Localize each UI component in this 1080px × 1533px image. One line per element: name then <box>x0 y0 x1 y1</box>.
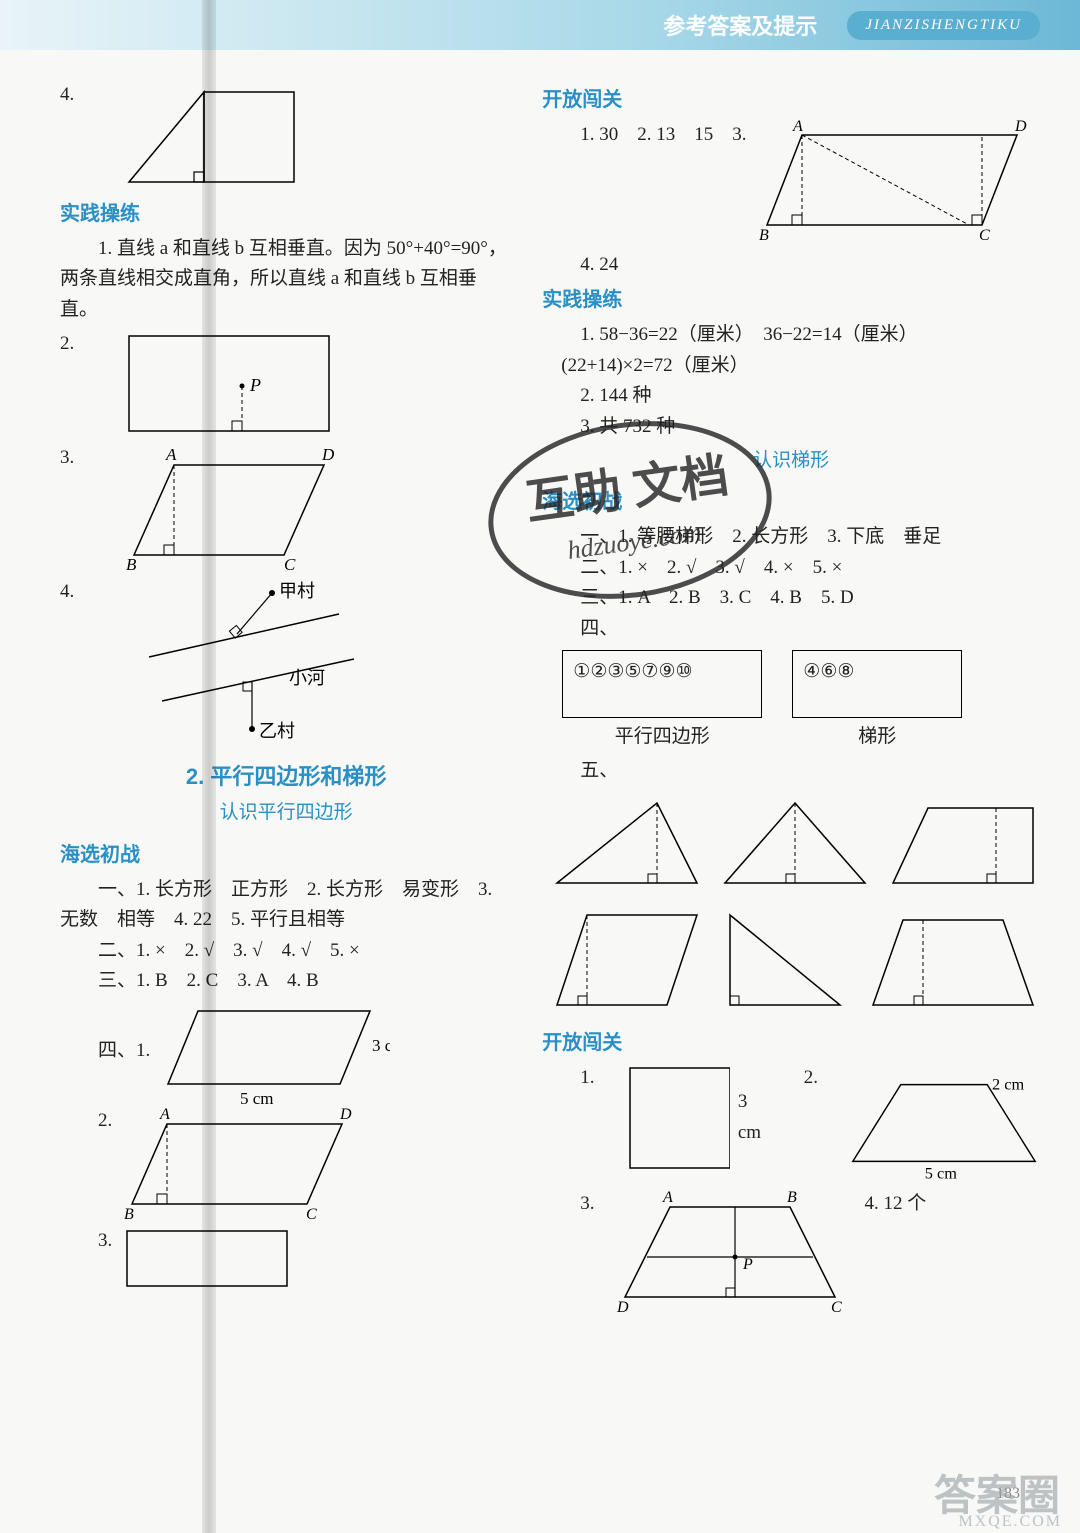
svg-text:B: B <box>124 1206 134 1223</box>
boxB-label: 梯形 <box>858 722 896 752</box>
sp2: 2. 144 种 <box>542 381 1040 411</box>
sp1: 1. 58−36=22（厘米） 36−22=14（厘米） <box>542 320 1040 350</box>
shape-trapezoid2 <box>868 905 1038 1015</box>
shapes-row-2 <box>552 905 1040 1015</box>
h3: 三、1. A 2. B 3. C 4. B 5. D <box>542 583 1040 613</box>
haixuan-label-1: 海选初战 <box>60 839 512 871</box>
kn1: 1. <box>580 1063 594 1093</box>
trapezoid-dim: 2 cm 5 cm <box>848 1063 1040 1183</box>
svg-text:D: D <box>616 1299 629 1316</box>
svg-text:P: P <box>742 1256 753 1273</box>
kn3: 3. <box>580 1189 594 1219</box>
figure-triangle-square <box>124 82 304 192</box>
h2: 二、1. × 2. √ 3. √ 4. × 5. × <box>542 553 1040 583</box>
shape-right-triangle <box>720 905 850 1015</box>
h4: 四、 <box>542 614 1040 644</box>
q3-num: 3. <box>60 443 84 473</box>
page-content: 4. 实践操练 1. 直线 a 和直线 b 互相垂直。因为 50°+40°=90… <box>0 50 1080 1533</box>
boxA-label: 平行四边形 <box>615 722 710 752</box>
svg-text:D: D <box>1014 120 1027 135</box>
sp1b: (22+14)×2=72（厘米） <box>542 351 1040 381</box>
practice-text-1: 1. 直线 a 和直线 b 互相垂直。因为 50°+40°=90°，两条直线相交… <box>60 234 512 325</box>
svg-text:C: C <box>306 1206 317 1223</box>
svg-text:小河: 小河 <box>289 668 325 688</box>
kfcg2-label: 开放闯关 <box>542 1027 1040 1059</box>
h1: 一、1. 等腰梯形 2. 长方形 3. 下底 垂足 <box>542 522 1040 552</box>
header-bar: 参考答案及提示 JIANZISHENGTIKU <box>0 0 1080 50</box>
boxB-content: ④⑥⑧ <box>803 657 854 687</box>
header-title: 参考答案及提示 <box>663 9 817 41</box>
svg-text:D: D <box>321 445 335 464</box>
hx4-label: 四、1. <box>60 1036 150 1066</box>
svg-text:甲村: 甲村 <box>279 581 315 601</box>
svg-text:5 cm: 5 cm <box>925 1163 957 1182</box>
hx-line2: 二、1. × 2. √ 3. √ 4. √ 5. × <box>60 936 512 966</box>
subtitle-1: 认识平行四边形 <box>60 798 512 828</box>
q4b-num: 4. <box>60 577 84 607</box>
figure-parallelogram-AD: A D B C <box>757 120 1027 250</box>
hx-line3: 三、1. B 2. C 3. A 4. B <box>60 966 512 996</box>
haixuan-label-2: 海选初战 <box>542 486 1040 518</box>
kfcg-label: 开放闯关 <box>542 84 1040 116</box>
figure-parallelogram-dim: 3 cm 5 cm <box>160 996 390 1106</box>
hx42-label: 2. <box>60 1106 112 1136</box>
hx-line1: 一、1. 长方形 正方形 2. 长方形 易变形 3. 无数 相等 4. 22 5… <box>60 875 512 936</box>
figure-rect-P: P <box>124 331 344 441</box>
svg-text:C: C <box>979 227 990 244</box>
subtitle-2: 认识梯形 <box>542 446 1040 476</box>
hx43-label: 3. <box>60 1226 112 1256</box>
figure-parallelogram-ABCD: A D B C <box>124 445 344 575</box>
shapes-row-1 <box>552 793 1040 893</box>
svg-text:2 cm: 2 cm <box>992 1074 1024 1093</box>
svg-text:A: A <box>159 1106 170 1123</box>
kf4: 4. 24 <box>542 250 1040 280</box>
shape-parallelogram <box>552 905 702 1015</box>
svg-text:C: C <box>831 1299 842 1316</box>
svg-text:A: A <box>165 445 177 464</box>
svg-text:5 cm: 5 cm <box>240 1089 274 1106</box>
sp3: 3. 共 732 种 <box>542 412 1040 442</box>
trapezoid-ABCD-P: A B C D P <box>615 1189 845 1319</box>
svg-text:C: C <box>284 555 296 574</box>
box-parallelogram: ①②③⑤⑦⑨⑩ <box>562 650 762 718</box>
practice-label-1: 实践操练 <box>60 198 512 230</box>
kn4: 4. 12 个 <box>865 1189 927 1219</box>
svg-text:D: D <box>339 1106 352 1123</box>
chapter-title: 2. 平行四边形和梯形 <box>60 759 512 794</box>
svg-text:B: B <box>759 227 769 244</box>
header-badge: JIANZISHENGTIKU <box>847 11 1040 40</box>
svg-text:A: A <box>792 120 803 135</box>
k3cm: 3 cm <box>738 1087 774 1148</box>
q2-num: 2. <box>60 329 84 359</box>
shape-triangle2 <box>720 793 870 893</box>
kn2: 2. <box>804 1063 818 1093</box>
left-column: 4. 实践操练 1. 直线 a 和直线 b 互相垂直。因为 50°+40°=90… <box>60 80 512 1513</box>
kf-line1: 1. 30 2. 13 15 3. <box>542 120 746 150</box>
figure-rect-small <box>122 1226 302 1296</box>
q4-num: 4. <box>60 80 84 110</box>
right-column: 开放闯关 1. 30 2. 13 15 3. A D B C 4. 24 实践操… <box>542 80 1040 1513</box>
svg-text:B: B <box>126 555 137 574</box>
svg-text:P: P <box>249 375 261 395</box>
svg-text:A: A <box>662 1189 673 1206</box>
boxA-content: ①②③⑤⑦⑨⑩ <box>573 657 692 687</box>
square-3cm <box>625 1063 730 1173</box>
svg-text:B: B <box>787 1189 797 1206</box>
corner-watermark-url: MXQE.COM <box>958 1513 1062 1531</box>
figure-parallelogram-ABCD2: A D B C <box>122 1106 362 1226</box>
shape-triangle <box>552 793 702 893</box>
h5: 五、 <box>542 756 1040 786</box>
shape-trapezoid <box>888 793 1038 893</box>
category-boxes: ①②③⑤⑦⑨⑩ 平行四边形 ④⑥⑧ 梯形 <box>562 650 1040 752</box>
figure-river: 甲村 小河 乙村 <box>124 579 384 749</box>
practice-label-2: 实践操练 <box>542 284 1040 316</box>
svg-text:3 cm: 3 cm <box>372 1036 390 1055</box>
svg-text:乙村: 乙村 <box>259 721 295 741</box>
box-trapezoid: ④⑥⑧ <box>792 650 962 718</box>
